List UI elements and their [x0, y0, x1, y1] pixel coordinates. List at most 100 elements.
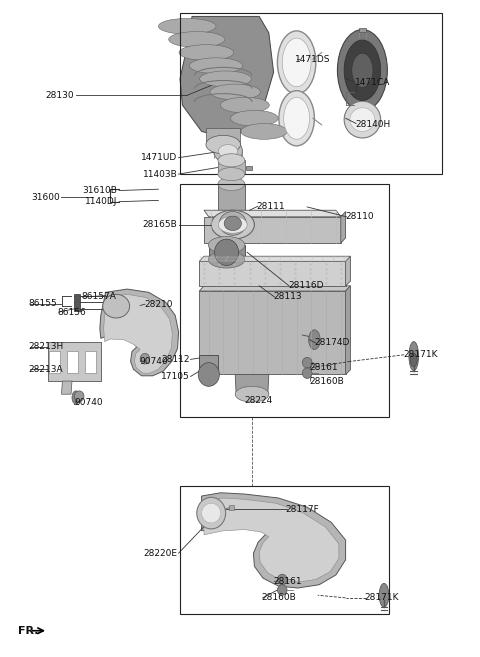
Text: 28140H: 28140H	[355, 120, 390, 129]
Ellipse shape	[241, 124, 287, 139]
Polygon shape	[341, 212, 346, 243]
Ellipse shape	[344, 40, 381, 101]
Text: 1471CA: 1471CA	[355, 78, 390, 87]
Text: 28160B: 28160B	[262, 593, 296, 602]
Ellipse shape	[218, 168, 245, 181]
Polygon shape	[61, 381, 72, 394]
Text: 86155: 86155	[29, 299, 58, 308]
Ellipse shape	[231, 110, 278, 126]
Ellipse shape	[198, 363, 219, 386]
Ellipse shape	[277, 585, 287, 595]
Polygon shape	[204, 210, 341, 217]
Polygon shape	[346, 286, 350, 374]
Text: 31610B: 31610B	[83, 186, 118, 195]
Ellipse shape	[282, 38, 311, 87]
Text: 28220E: 28220E	[144, 549, 178, 558]
Ellipse shape	[410, 353, 417, 367]
Ellipse shape	[158, 18, 216, 34]
Text: 28224: 28224	[245, 396, 273, 405]
Polygon shape	[199, 286, 350, 291]
Text: 28160B: 28160B	[310, 376, 344, 386]
Polygon shape	[180, 16, 274, 138]
Polygon shape	[199, 291, 346, 374]
Ellipse shape	[211, 210, 254, 239]
Text: 28213A: 28213A	[29, 365, 63, 374]
Ellipse shape	[277, 31, 316, 94]
Bar	[180, 13, 442, 174]
Ellipse shape	[214, 139, 242, 163]
Text: 1471UD: 1471UD	[141, 153, 178, 162]
Ellipse shape	[302, 368, 312, 378]
Ellipse shape	[200, 71, 252, 87]
Ellipse shape	[74, 391, 84, 401]
Bar	[48, 342, 101, 381]
Ellipse shape	[72, 391, 80, 404]
Text: 90740: 90740	[74, 397, 103, 407]
Polygon shape	[246, 166, 252, 170]
Ellipse shape	[220, 97, 269, 113]
Ellipse shape	[337, 30, 387, 111]
Ellipse shape	[210, 84, 260, 100]
Ellipse shape	[302, 357, 312, 368]
Ellipse shape	[284, 97, 310, 139]
Polygon shape	[199, 355, 218, 374]
Ellipse shape	[235, 386, 269, 402]
Polygon shape	[218, 184, 245, 218]
Polygon shape	[229, 505, 234, 510]
Ellipse shape	[202, 503, 221, 523]
Text: 11403B: 11403B	[143, 170, 178, 179]
Text: 28161: 28161	[274, 577, 302, 586]
Text: 1471DS: 1471DS	[295, 55, 331, 64]
Polygon shape	[209, 245, 245, 260]
Ellipse shape	[169, 32, 225, 47]
Ellipse shape	[350, 108, 375, 131]
Ellipse shape	[379, 583, 389, 607]
Ellipse shape	[140, 353, 150, 364]
Text: 28117F: 28117F	[286, 505, 319, 514]
Ellipse shape	[206, 135, 240, 154]
Polygon shape	[104, 294, 172, 373]
Text: 28112: 28112	[161, 355, 190, 364]
Ellipse shape	[179, 45, 234, 60]
Polygon shape	[346, 256, 350, 286]
Text: FR.: FR.	[18, 625, 39, 636]
Ellipse shape	[219, 212, 246, 235]
Ellipse shape	[218, 154, 245, 167]
Polygon shape	[204, 217, 341, 243]
Bar	[74, 294, 80, 311]
Ellipse shape	[208, 237, 245, 254]
Polygon shape	[359, 28, 366, 32]
Polygon shape	[235, 374, 269, 394]
Ellipse shape	[352, 53, 373, 87]
Ellipse shape	[279, 91, 314, 146]
Polygon shape	[199, 256, 350, 261]
Text: 28111: 28111	[257, 202, 286, 211]
Ellipse shape	[197, 497, 226, 529]
Text: 90740: 90740	[139, 357, 168, 366]
Ellipse shape	[215, 239, 239, 265]
Polygon shape	[204, 498, 339, 582]
Text: 28116D: 28116D	[288, 281, 324, 290]
Ellipse shape	[309, 330, 320, 350]
Text: 28171K: 28171K	[365, 593, 399, 602]
Text: 86156: 86156	[58, 307, 86, 317]
Text: 28161: 28161	[310, 363, 338, 373]
Ellipse shape	[409, 342, 419, 371]
Ellipse shape	[189, 58, 242, 74]
Polygon shape	[100, 289, 179, 376]
Bar	[49, 351, 60, 373]
Ellipse shape	[218, 216, 247, 233]
Text: 17105: 17105	[161, 372, 190, 381]
Text: 1140DJ: 1140DJ	[85, 197, 118, 206]
Text: 28165B: 28165B	[143, 220, 178, 229]
Ellipse shape	[277, 574, 287, 585]
Bar	[67, 351, 78, 373]
Bar	[180, 486, 389, 614]
Bar	[180, 184, 389, 417]
Text: 28130: 28130	[46, 91, 74, 100]
Text: 31600: 31600	[31, 193, 60, 202]
Ellipse shape	[103, 294, 130, 318]
Text: 28110: 28110	[346, 212, 374, 221]
Text: 28113: 28113	[274, 292, 302, 302]
Text: 28174D: 28174D	[314, 338, 350, 348]
